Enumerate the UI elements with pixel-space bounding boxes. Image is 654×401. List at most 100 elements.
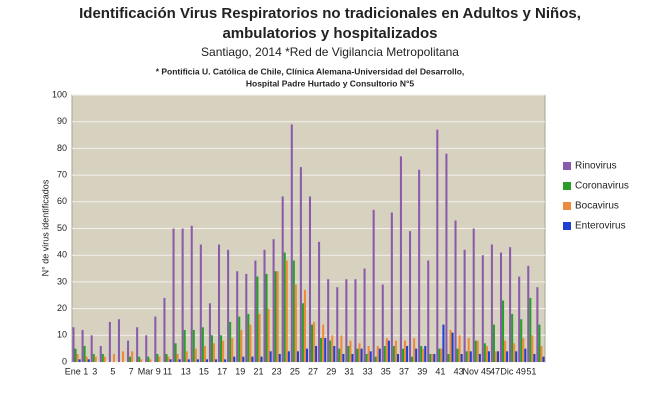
bar (349, 340, 352, 362)
x-tick-label: 41 (435, 366, 445, 376)
legend-swatch (563, 202, 571, 210)
bar (529, 297, 532, 362)
bar (476, 340, 479, 362)
bar (518, 276, 521, 362)
bar (333, 345, 336, 362)
bar (215, 359, 218, 362)
x-tick-label: Dic 49 (500, 366, 526, 376)
x-tick-label: 37 (399, 366, 409, 376)
x-tick-label: 5 (110, 366, 115, 376)
x-tick-label: 25 (290, 366, 300, 376)
bar (245, 273, 248, 362)
bar (363, 268, 366, 362)
bar (531, 335, 534, 362)
bar (399, 156, 402, 362)
bar (409, 231, 412, 362)
chart-title: ambulatorios y hospitalizados (222, 25, 437, 42)
bar (251, 356, 254, 362)
bar (385, 337, 388, 362)
x-tick-label: 35 (381, 366, 391, 376)
bar (404, 340, 407, 362)
bar (176, 353, 179, 362)
bar (272, 239, 275, 362)
bar (192, 329, 195, 362)
bar (542, 356, 545, 362)
x-tick-label: 33 (363, 366, 373, 376)
bar (229, 321, 232, 362)
x-tick-label: Nov 45 (463, 366, 492, 376)
bar (494, 351, 498, 362)
bar (145, 335, 148, 362)
bar (205, 359, 208, 362)
bar (351, 353, 354, 362)
bar (538, 324, 541, 362)
x-tick-label: 27 (308, 366, 318, 376)
bar (533, 353, 536, 362)
bar (158, 356, 161, 362)
bar (376, 345, 379, 362)
bar (78, 359, 81, 362)
bar (181, 228, 184, 362)
bar (465, 351, 468, 362)
bar (365, 353, 368, 362)
bar (210, 335, 213, 362)
bar (187, 359, 190, 362)
bar (356, 348, 359, 362)
bar (265, 273, 268, 362)
bar (358, 343, 361, 362)
bar (478, 353, 481, 362)
bar (406, 345, 409, 362)
bar (369, 351, 372, 362)
bar (212, 343, 216, 362)
bar (76, 353, 79, 362)
bar (324, 337, 327, 362)
bar (454, 220, 457, 362)
bar (87, 359, 90, 362)
bar (474, 340, 477, 362)
bar (447, 353, 450, 362)
bar (154, 316, 157, 362)
bar (220, 335, 223, 362)
bar (274, 271, 277, 362)
chart-title: Identificación Virus Respiratorios no tr… (79, 5, 581, 22)
bar (224, 359, 227, 362)
bar (285, 260, 288, 362)
bar (185, 351, 188, 362)
bar (322, 324, 325, 362)
bar (103, 356, 106, 362)
x-tick-label: 13 (181, 366, 191, 376)
x-tick-label: 43 (454, 366, 464, 376)
bar (320, 337, 323, 362)
legend-label: Coronavirus (575, 181, 629, 192)
bar (85, 356, 88, 362)
bar (165, 353, 168, 362)
bar (458, 335, 461, 362)
bar (513, 343, 516, 362)
bar (149, 359, 152, 362)
bar (367, 345, 370, 362)
bar (440, 348, 443, 362)
bar (392, 345, 395, 362)
bar (217, 244, 221, 362)
bar (231, 337, 234, 362)
bar (383, 345, 386, 362)
bar (340, 335, 343, 362)
bar (390, 212, 393, 362)
bar (94, 356, 97, 362)
x-tick-label: 31 (344, 366, 354, 376)
bar (281, 196, 284, 362)
bar (74, 348, 77, 362)
bar (227, 249, 230, 362)
bar (101, 353, 104, 362)
bar (267, 308, 270, 362)
bar (336, 287, 339, 362)
bar (283, 252, 286, 362)
legend-swatch (563, 182, 571, 190)
legend-label: Bocavirus (575, 201, 619, 212)
bar (483, 343, 486, 362)
bar (260, 356, 263, 362)
bar (354, 279, 357, 362)
bar (263, 249, 266, 362)
bar (203, 345, 206, 362)
bar (522, 337, 525, 362)
